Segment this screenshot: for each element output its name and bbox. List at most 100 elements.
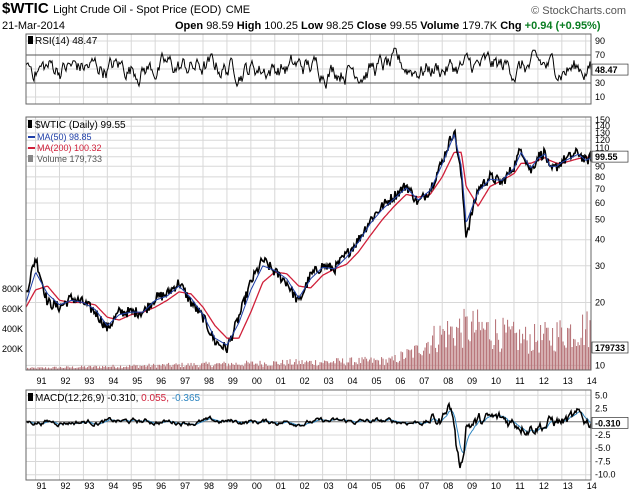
volume-bar <box>282 359 284 370</box>
chart-title: $WTIC Light Crude Oil - Spot Price (EOD)… <box>2 0 250 18</box>
volume-bar <box>355 362 357 370</box>
axis-labels: 1030507090102030405060708090100110120130… <box>2 36 629 491</box>
volume-bar <box>313 365 315 370</box>
volume-bar <box>298 360 300 370</box>
macd-tick-label: 5.0 <box>595 390 608 400</box>
volume-bar <box>586 311 588 370</box>
volume-bar <box>268 365 270 370</box>
x-tick-label: 02 <box>300 376 310 386</box>
x-tick-label: 05 <box>371 376 381 386</box>
volume-bar <box>184 366 186 370</box>
x-tick-label: 14 <box>587 376 597 386</box>
volume-bar <box>526 340 528 370</box>
volume-bar <box>102 366 104 370</box>
x-tick-label: 96 <box>156 481 166 491</box>
volume-bar <box>127 367 129 370</box>
volume-bar <box>129 364 131 370</box>
ma50-line <box>25 133 592 346</box>
volume-bar <box>535 342 537 370</box>
volume-bar <box>448 334 450 370</box>
volume-bar <box>153 363 155 370</box>
volume-bar <box>175 363 177 370</box>
volume-bar <box>498 339 500 370</box>
volume-bar <box>238 364 240 370</box>
volume-bar <box>442 329 444 370</box>
volume-bar <box>79 367 81 370</box>
volume-axis-label: 600K <box>2 304 23 314</box>
volume-bar <box>514 333 516 370</box>
price-last-value: 99.55 <box>595 152 618 162</box>
volume-value: 179.7K <box>462 20 498 32</box>
x-tick-label: 06 <box>395 481 405 491</box>
volume-bar <box>117 367 119 370</box>
volume-bar <box>483 328 485 370</box>
price-tick-label: 90 <box>595 161 605 171</box>
x-tick-label: 06 <box>395 376 405 386</box>
volume-bar <box>303 364 305 370</box>
volume-bar <box>88 365 90 370</box>
volume-bar <box>84 366 86 370</box>
macd-last-value-box <box>591 417 629 429</box>
volume-bar <box>187 363 189 370</box>
volume-bar <box>541 340 543 370</box>
volume-bar <box>37 367 39 370</box>
x-tick-label: 97 <box>180 481 190 491</box>
volume-bar <box>589 320 591 370</box>
volume-bar <box>133 364 135 370</box>
rsi-last-value: 48.47 <box>595 65 618 75</box>
volume-bar <box>207 363 209 370</box>
panel-frame <box>25 389 592 481</box>
volume-bar <box>172 364 174 370</box>
volume-bar <box>189 365 191 370</box>
volume-bar <box>232 364 234 370</box>
rsi-tick-label: 10 <box>595 92 605 102</box>
volume-bar <box>193 363 195 370</box>
volume-bar <box>210 365 212 370</box>
volume-bar <box>445 347 447 370</box>
rsi-tick-label: 90 <box>595 36 605 46</box>
volume-bar <box>183 367 185 370</box>
volume-bar <box>496 333 498 370</box>
volume-bar <box>327 361 329 370</box>
volume-bar <box>565 347 567 370</box>
volume-legend: Volume 179,733 <box>37 154 102 164</box>
price-tick-label: 10 <box>595 360 605 370</box>
x-tick-label: 03 <box>324 481 334 491</box>
volume-bar <box>166 363 168 370</box>
volume-bar <box>396 362 398 370</box>
volume-bar <box>138 367 140 370</box>
low-label: Low <box>301 20 324 32</box>
stockcharts-credit: © StockCharts.com <box>531 5 626 17</box>
volume-bar <box>534 324 536 370</box>
volume-bar <box>214 364 216 370</box>
volume-bar <box>346 362 348 370</box>
volume-bar <box>360 363 362 370</box>
volume-bar <box>108 366 110 370</box>
volume-bar <box>222 363 224 370</box>
volume-bar <box>156 367 158 370</box>
volume-bar <box>387 362 389 370</box>
volume-bar <box>345 365 347 370</box>
price-legend: $WTIC (Daily) 99.55 <box>35 120 126 131</box>
volume-bar <box>543 333 545 370</box>
x-tick-label: 94 <box>108 376 118 386</box>
macd-line <box>25 401 592 469</box>
volume-bar <box>163 364 165 370</box>
volume-bar <box>114 366 116 370</box>
volume-bar <box>186 365 188 370</box>
volume-bar <box>480 330 482 370</box>
x-tick-label: 08 <box>443 481 453 491</box>
volume-bar <box>31 367 33 370</box>
volume-bar <box>349 357 351 370</box>
x-tick-label: 11 <box>515 376 524 386</box>
x-tick-label: 93 <box>84 376 94 386</box>
volume-bar <box>457 327 459 370</box>
volume-bar <box>433 325 435 370</box>
x-tick-label: 09 <box>467 376 477 386</box>
volume-bar <box>237 364 239 370</box>
price-tick-label: 20 <box>595 298 605 308</box>
volume-bar <box>585 329 587 370</box>
volume-axis-label: 800K <box>2 284 23 294</box>
